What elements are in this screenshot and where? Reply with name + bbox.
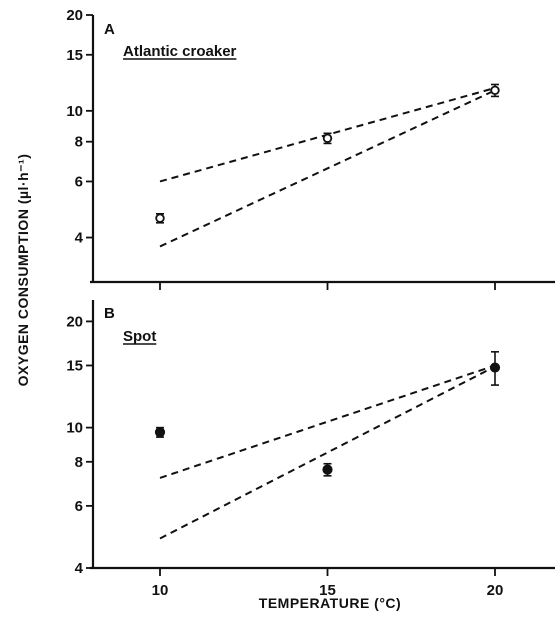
- data-point: [322, 464, 333, 475]
- fit-line: [159, 89, 496, 248]
- data-point: [490, 85, 500, 96]
- panel-b: 4 6 8 10 15 20 10 15 20 B Spot: [66, 300, 555, 599]
- x-tick-label: 20: [487, 582, 504, 599]
- y-tick-label: 15: [66, 47, 83, 64]
- data-point: [489, 362, 501, 373]
- y-tick-label: 15: [66, 357, 83, 374]
- y-tick-label: 10: [66, 420, 83, 437]
- y-tick-label: 20: [66, 313, 83, 330]
- data-point: [322, 133, 333, 143]
- y-tick-label: 4: [75, 560, 84, 577]
- y-tick-label: 8: [75, 454, 83, 471]
- y-tick-label: 10: [66, 103, 83, 120]
- y-axis-label: OXYGEN CONSUMPTION (µl·h⁻¹): [15, 154, 31, 387]
- x-tick-label: 10: [152, 582, 169, 599]
- y-tick-label: 8: [75, 134, 83, 151]
- panel-letter: B: [104, 305, 115, 322]
- panel-letter: A: [104, 21, 115, 38]
- fit-line: [159, 364, 496, 479]
- fit-line: [159, 365, 496, 540]
- data-point: [155, 213, 165, 223]
- y-tick-label: 4: [75, 230, 84, 247]
- y-tick-label: 20: [66, 7, 83, 24]
- x-axis-label: TEMPERATURE (°C): [259, 595, 401, 611]
- y-tick-label: 6: [75, 498, 83, 515]
- x-tick-label: 15: [319, 582, 336, 599]
- y-tick-label: 6: [75, 173, 83, 190]
- panel-a: 4 6 8 10 15 20 A Atlantic croaker: [66, 7, 555, 290]
- species-label: Atlantic croaker: [123, 43, 237, 60]
- data-point: [154, 427, 166, 438]
- species-label: Spot: [123, 328, 156, 345]
